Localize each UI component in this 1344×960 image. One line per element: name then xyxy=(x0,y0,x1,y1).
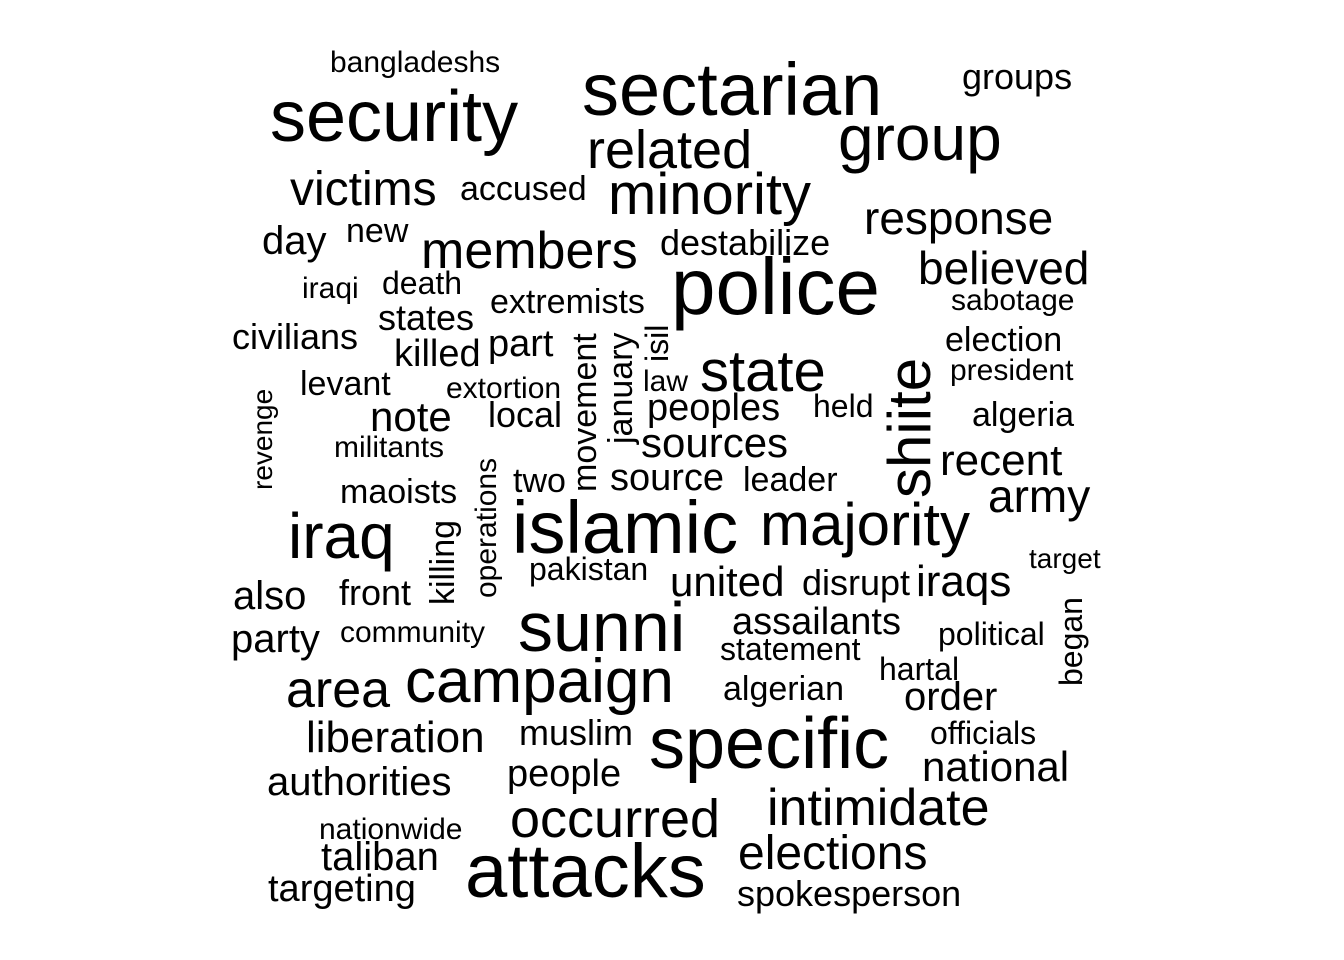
word-peoples: peoples xyxy=(647,387,780,429)
word-new: new xyxy=(346,212,409,250)
word-note: note xyxy=(370,393,452,440)
word-civilians: civilians xyxy=(232,316,358,357)
word-officials: officials xyxy=(930,715,1036,751)
word-day: day xyxy=(262,219,327,263)
word-leader: leader xyxy=(743,461,838,499)
word-victims: victims xyxy=(290,163,437,216)
word-people: people xyxy=(507,753,621,795)
word-iraqi: iraqi xyxy=(302,272,359,305)
word-majority: majority xyxy=(760,491,970,558)
word-specific: specific xyxy=(649,704,889,784)
word-states: states xyxy=(378,297,474,338)
word-front: front xyxy=(339,572,411,613)
word-members: members xyxy=(421,222,638,280)
word-attacks: attacks xyxy=(465,829,706,914)
word-isil: isil xyxy=(639,325,675,362)
word-pakistan: pakistan xyxy=(529,551,648,587)
word-muslim: muslim xyxy=(519,712,633,753)
word-authorities: authorities xyxy=(267,760,452,804)
word-response: response xyxy=(864,192,1053,244)
word-sabotage: sabotage xyxy=(951,284,1074,317)
word-targeting: targeting xyxy=(268,868,416,910)
word-army: army xyxy=(988,470,1090,522)
word-recent: recent xyxy=(940,436,1062,485)
word-law: law xyxy=(643,365,688,398)
word-taliban: taliban xyxy=(321,835,439,879)
word-sunni: sunni xyxy=(518,588,685,666)
word-shiite: shiite xyxy=(876,358,943,498)
word-part: part xyxy=(488,323,554,365)
word-target: target xyxy=(1029,543,1101,574)
word-death: death xyxy=(382,265,462,301)
word-group: group xyxy=(838,102,1002,174)
word-january: january xyxy=(602,332,640,445)
word-party: party xyxy=(231,617,320,661)
word-movement: movement xyxy=(566,333,604,492)
word-destabilize: destabilize xyxy=(660,222,830,263)
word-maoists: maoists xyxy=(340,473,457,511)
word-intimidate: intimidate xyxy=(767,779,990,837)
word-bangladeshs: bangladeshs xyxy=(330,46,500,79)
word-disrupt: disrupt xyxy=(802,562,910,603)
word-killing: killing xyxy=(424,520,462,605)
word-assailants: assailants xyxy=(732,601,901,643)
word-extortion: extortion xyxy=(446,372,561,405)
word-occurred: occurred xyxy=(510,789,720,849)
word-algeria: algeria xyxy=(972,396,1074,434)
word-groups: groups xyxy=(962,56,1072,97)
word-campaign: campaign xyxy=(405,647,674,716)
word-accused: accused xyxy=(460,170,587,208)
word-began: began xyxy=(1053,597,1089,686)
word-spokesperson: spokesperson xyxy=(737,873,961,914)
word-hartal: hartal xyxy=(879,651,959,687)
word-security: security xyxy=(270,77,518,157)
word-minority: minority xyxy=(608,162,811,227)
word-held: held xyxy=(813,388,874,424)
word-iraqs: iraqs xyxy=(916,557,1011,606)
word-state: state xyxy=(700,339,826,404)
word-local: local xyxy=(488,394,562,435)
word-elections: elections xyxy=(738,827,927,880)
word-community: community xyxy=(340,616,485,649)
word-killed: killed xyxy=(394,333,481,375)
word-political: political xyxy=(938,616,1045,652)
word-election: election xyxy=(945,321,1062,359)
word-revenge: revenge xyxy=(247,389,278,490)
word-national: national xyxy=(922,743,1069,790)
word-militants: militants xyxy=(334,431,444,464)
word-algerian: algerian xyxy=(723,670,844,708)
word-president: president xyxy=(950,354,1074,387)
word-iraq: iraq xyxy=(288,500,395,572)
word-sources: sources xyxy=(641,419,788,466)
word-source: source xyxy=(610,457,724,499)
word-also: also xyxy=(233,574,306,618)
word-islamic: islamic xyxy=(512,486,738,569)
word-order: order xyxy=(904,675,997,719)
word-nationwide: nationwide xyxy=(319,813,462,846)
word-area: area xyxy=(286,661,390,719)
word-statement: statement xyxy=(720,631,861,667)
word-sectarian: sectarian xyxy=(582,48,882,131)
word-two: two xyxy=(513,462,566,500)
word-extremists: extremists xyxy=(490,283,645,321)
word-related: related xyxy=(587,120,752,180)
word-levant: levant xyxy=(300,365,391,403)
word-liberation: liberation xyxy=(306,713,485,762)
word-believed: believed xyxy=(918,242,1089,294)
word-united: united xyxy=(670,558,784,605)
word-police: police xyxy=(671,242,880,331)
word-operations: operations xyxy=(470,458,503,598)
